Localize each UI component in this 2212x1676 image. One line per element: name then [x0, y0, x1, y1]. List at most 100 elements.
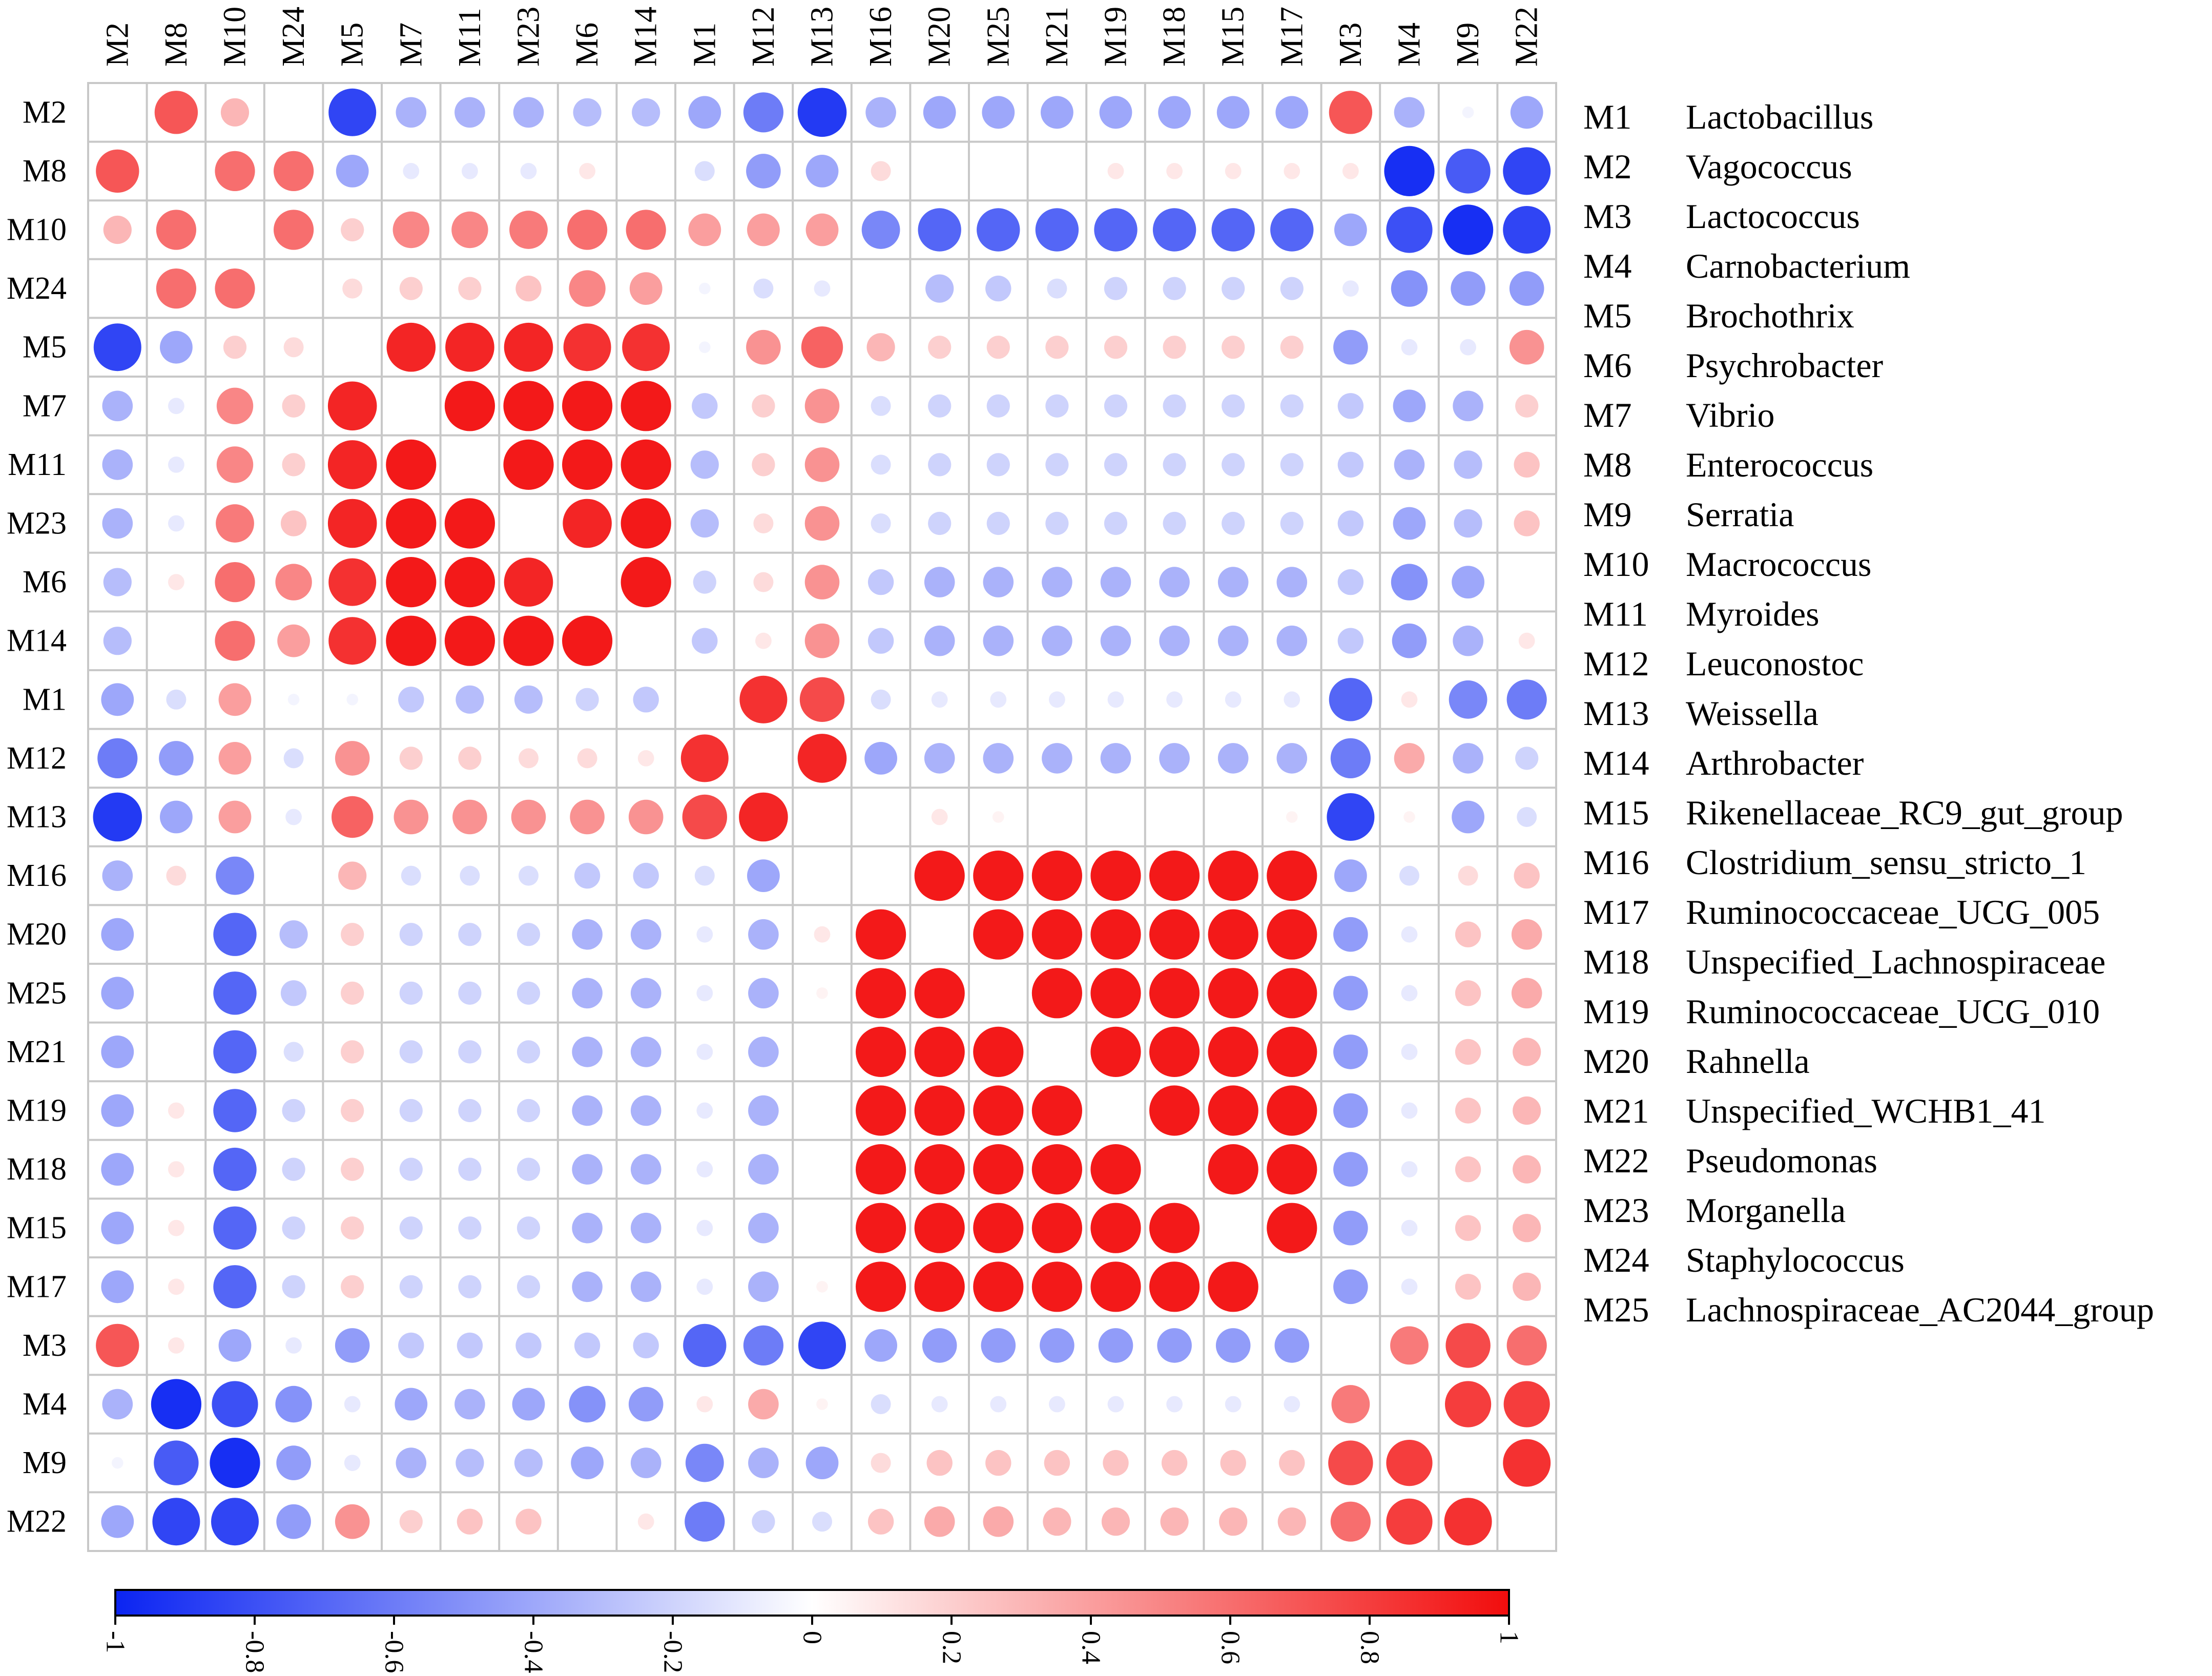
correlation-circle	[452, 799, 487, 835]
correlation-circle	[571, 1446, 604, 1480]
correlation-circle	[931, 691, 948, 708]
correlation-circle	[341, 218, 364, 242]
correlation-circle	[575, 688, 599, 711]
correlation-circle	[924, 567, 955, 597]
correlation-circle	[983, 743, 1014, 774]
legend-taxon: Rahnella	[1686, 1042, 1810, 1081]
legend-code: M2	[1583, 147, 1631, 186]
column-label: M9	[1451, 23, 1485, 67]
correlation-circle	[871, 454, 891, 475]
legend-code: M3	[1583, 197, 1631, 236]
correlation-circle	[328, 88, 377, 136]
correlation-circle	[1267, 968, 1317, 1019]
correlation-circle	[1330, 1501, 1371, 1542]
correlation-circle	[1280, 277, 1304, 300]
correlation-circle	[328, 617, 377, 665]
correlation-circle	[621, 498, 671, 549]
correlation-circle	[1222, 277, 1245, 300]
correlation-circle	[280, 510, 307, 536]
correlation-circle	[1337, 569, 1364, 595]
correlation-circle	[101, 1035, 134, 1068]
correlation-circle	[1100, 567, 1131, 597]
correlation-circle	[102, 390, 133, 422]
correlation-circle	[798, 1321, 846, 1370]
correlation-circle	[1279, 1450, 1305, 1476]
column-label: M14	[629, 7, 664, 67]
correlation-circle	[1514, 862, 1540, 889]
correlation-circle	[1280, 511, 1304, 535]
correlation-circle	[282, 1275, 305, 1298]
correlation-circle	[1401, 1278, 1418, 1295]
correlation-circle	[1454, 509, 1482, 538]
correlation-circle	[454, 1389, 485, 1420]
correlation-circle	[515, 275, 542, 302]
correlation-circle	[993, 811, 1004, 823]
correlation-circle	[93, 323, 141, 371]
correlation-circle	[1444, 1498, 1492, 1546]
correlation-circle	[630, 1271, 661, 1302]
correlation-circle	[1267, 1085, 1317, 1136]
correlation-circle	[1149, 1203, 1200, 1253]
correlation-circle	[1104, 453, 1128, 477]
correlation-circle	[458, 1275, 482, 1298]
correlation-circle	[630, 978, 661, 1009]
correlation-circle	[1040, 1328, 1074, 1363]
correlation-circle	[328, 558, 377, 606]
correlation-circle	[1040, 96, 1073, 129]
correlation-circle	[168, 1161, 184, 1178]
correlation-circle	[569, 1385, 606, 1423]
correlation-circle	[923, 96, 956, 129]
correlation-circle	[1401, 1219, 1418, 1236]
correlation-circle	[752, 1510, 775, 1534]
correlation-circle	[1043, 1507, 1071, 1536]
legend-code: M17	[1583, 893, 1649, 932]
correlation-circle	[1225, 691, 1242, 708]
correlation-circle	[216, 446, 254, 483]
correlation-circle	[928, 336, 952, 359]
correlation-circle	[804, 623, 840, 658]
correlation-circle	[454, 97, 485, 128]
correlation-circle	[804, 565, 840, 599]
correlation-circle	[805, 1446, 839, 1480]
legend-code: M4	[1583, 246, 1631, 285]
correlation-circle	[216, 387, 254, 424]
legend-code: M7	[1583, 396, 1631, 434]
correlation-circle	[112, 1457, 123, 1469]
correlation-circle	[753, 278, 774, 299]
correlation-circle	[341, 1040, 364, 1064]
correlation-circle	[1342, 163, 1359, 179]
correlation-circle	[563, 323, 611, 371]
correlation-circle	[1267, 1203, 1317, 1253]
correlation-circle	[168, 1102, 184, 1119]
correlation-circle	[572, 978, 603, 1009]
correlation-circle	[747, 213, 780, 246]
correlation-circle	[986, 453, 1010, 477]
correlation-circle	[1045, 336, 1069, 359]
correlation-circle	[276, 1504, 311, 1539]
correlation-circle	[696, 1396, 713, 1413]
correlation-circle	[814, 926, 831, 943]
correlation-circle	[1107, 1396, 1124, 1413]
colorbar-gradient	[114, 1589, 1510, 1617]
correlation-circle	[102, 508, 133, 539]
column-label: M6	[570, 23, 605, 67]
colorbar-tick-label: 0.8	[1355, 1631, 1384, 1664]
correlation-circle	[816, 1398, 828, 1410]
correlation-circle	[1225, 1396, 1242, 1413]
correlation-circle	[456, 1449, 484, 1477]
correlation-circle	[166, 865, 187, 886]
correlation-circle	[856, 1026, 906, 1077]
correlation-circle	[103, 568, 132, 596]
correlation-circle	[1166, 163, 1183, 179]
column-label: M2	[100, 23, 135, 67]
correlation-circle	[213, 1030, 257, 1074]
correlation-circle	[1163, 277, 1186, 300]
correlation-circle	[797, 88, 847, 137]
correlation-circle	[516, 1157, 541, 1181]
correlation-circle	[335, 1328, 370, 1363]
correlation-circle	[1160, 1507, 1189, 1536]
correlation-circle	[1337, 451, 1364, 478]
column-label: M24	[276, 7, 311, 67]
row-label: M14	[7, 624, 67, 658]
correlation-circle	[630, 1154, 661, 1185]
